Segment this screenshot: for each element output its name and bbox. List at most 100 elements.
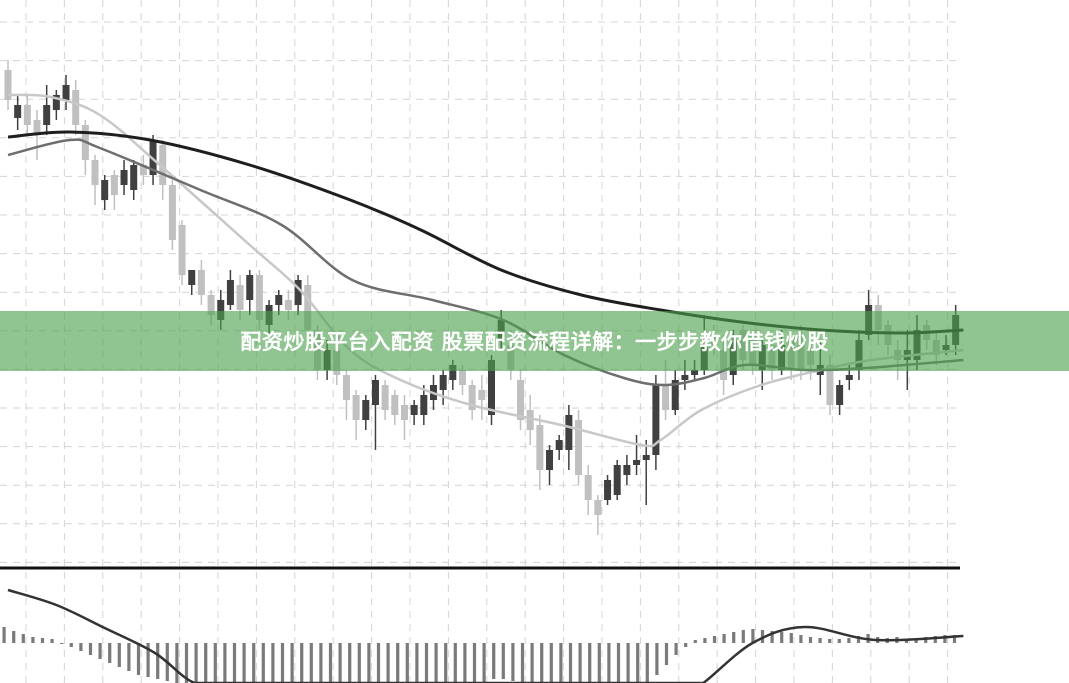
macd-histogram-bar bbox=[607, 643, 611, 683]
macd-histogram-bar bbox=[818, 638, 822, 643]
macd-histogram-bar bbox=[933, 636, 937, 643]
macd-histogram-bar bbox=[952, 635, 957, 643]
candle-down bbox=[478, 390, 486, 400]
macd-histogram-bar bbox=[914, 638, 918, 643]
macd-histogram-bar bbox=[828, 639, 832, 643]
macd-histogram-bar bbox=[242, 643, 246, 683]
macd-histogram-bar bbox=[530, 643, 534, 683]
candle-down bbox=[391, 395, 399, 415]
macd-histogram-bar bbox=[540, 643, 544, 683]
macd-histogram-bar bbox=[664, 643, 669, 665]
macd-histogram-bar bbox=[924, 637, 928, 643]
candle-up bbox=[52, 95, 60, 110]
macd-histogram-bar bbox=[616, 643, 621, 683]
candle-up bbox=[565, 415, 573, 450]
macd-histogram-bar bbox=[12, 631, 16, 643]
candle-down bbox=[594, 500, 602, 515]
macd-histogram-bar bbox=[376, 643, 381, 683]
macd-histogram-bar bbox=[300, 643, 304, 683]
candle-up bbox=[410, 405, 418, 415]
macd-histogram-bar bbox=[108, 643, 112, 663]
candle-up bbox=[671, 380, 679, 410]
candle-up bbox=[246, 275, 254, 300]
macd-histogram-bar bbox=[2, 627, 6, 643]
macd-histogram-bar bbox=[549, 643, 553, 683]
macd-histogram-bar bbox=[69, 643, 73, 647]
candle-up bbox=[294, 280, 302, 305]
candle-down bbox=[4, 70, 12, 100]
macd-histogram-bar bbox=[511, 643, 515, 681]
macd-histogram-bar bbox=[588, 643, 592, 683]
candle-down bbox=[110, 175, 118, 195]
macd-histogram-bar bbox=[712, 636, 717, 643]
candle-up bbox=[420, 395, 428, 415]
macd-histogram-bar bbox=[31, 637, 35, 643]
macd-histogram-bar bbox=[50, 639, 54, 643]
macd-histogram-bar bbox=[434, 643, 438, 683]
macd-histogram-bar bbox=[367, 643, 371, 683]
macd-histogram-bar bbox=[252, 643, 256, 683]
macd-histogram-bar bbox=[780, 632, 784, 643]
macd-histogram-bar bbox=[636, 643, 640, 683]
candle-down bbox=[236, 285, 244, 310]
macd-histogram-bar bbox=[463, 643, 467, 683]
macd-histogram-bar bbox=[204, 643, 208, 683]
macd-histogram-bar bbox=[626, 643, 630, 683]
candle-up bbox=[652, 385, 660, 455]
candle-down bbox=[91, 160, 99, 185]
candle-down bbox=[662, 385, 670, 410]
candle-up bbox=[845, 375, 853, 380]
macd-histogram-bar bbox=[175, 643, 179, 683]
candle-up bbox=[130, 165, 138, 190]
candle-up bbox=[371, 380, 379, 405]
macd-histogram-bar bbox=[808, 637, 813, 643]
candle-up bbox=[43, 105, 51, 125]
candle-up bbox=[275, 295, 283, 305]
macd-histogram-bar bbox=[424, 643, 429, 683]
macd-histogram-bar bbox=[837, 639, 841, 643]
candle-down bbox=[139, 165, 147, 175]
candle-up bbox=[613, 465, 621, 495]
macd-histogram-bar bbox=[856, 636, 861, 643]
macd-histogram-bar bbox=[722, 634, 726, 643]
candle-up bbox=[691, 370, 699, 375]
candle-down bbox=[826, 365, 834, 405]
macd-histogram-bar bbox=[703, 638, 707, 643]
candle-up bbox=[555, 440, 563, 450]
macd-histogram-bar bbox=[386, 643, 390, 683]
candle-down bbox=[23, 105, 31, 125]
candle-up bbox=[62, 85, 70, 100]
candle-up bbox=[623, 465, 631, 475]
macd-histogram-bar bbox=[789, 633, 793, 643]
macd-histogram-bar bbox=[693, 640, 697, 643]
macd-histogram-bar bbox=[674, 643, 678, 655]
macd-histogram-bar bbox=[770, 631, 774, 643]
candle-up bbox=[488, 360, 495, 415]
candle-up bbox=[836, 385, 844, 405]
candle-down bbox=[168, 185, 176, 240]
macd-histogram-bar bbox=[741, 630, 745, 643]
macd-histogram-bar bbox=[655, 643, 659, 675]
candle-down bbox=[575, 420, 583, 475]
candle-up bbox=[120, 170, 128, 185]
macd-histogram-bar bbox=[501, 643, 505, 679]
candle-down bbox=[342, 375, 350, 400]
macd-histogram-bar bbox=[405, 643, 409, 683]
macd-histogram-bar bbox=[568, 643, 573, 683]
macd-histogram-bar bbox=[348, 643, 352, 683]
candle-down bbox=[517, 380, 525, 420]
macd-histogram-bar bbox=[943, 635, 947, 643]
candle-down bbox=[33, 120, 41, 135]
macd-histogram-bar bbox=[328, 643, 333, 683]
banner-title: 配资炒股平台入配资 股票配资流程详解：一步步教你借钱炒股 bbox=[240, 330, 829, 354]
macd-histogram-bar bbox=[559, 643, 563, 683]
candle-down bbox=[352, 395, 360, 420]
macd-histogram-bar bbox=[751, 629, 755, 643]
macd-histogram-bar bbox=[453, 643, 457, 683]
macd-histogram-bar bbox=[732, 632, 736, 643]
macd-histogram-bar bbox=[136, 643, 141, 675]
candle-up bbox=[604, 480, 612, 500]
candle-up bbox=[439, 375, 447, 390]
candle-up bbox=[633, 460, 641, 465]
macd-histogram-bar bbox=[60, 643, 64, 644]
